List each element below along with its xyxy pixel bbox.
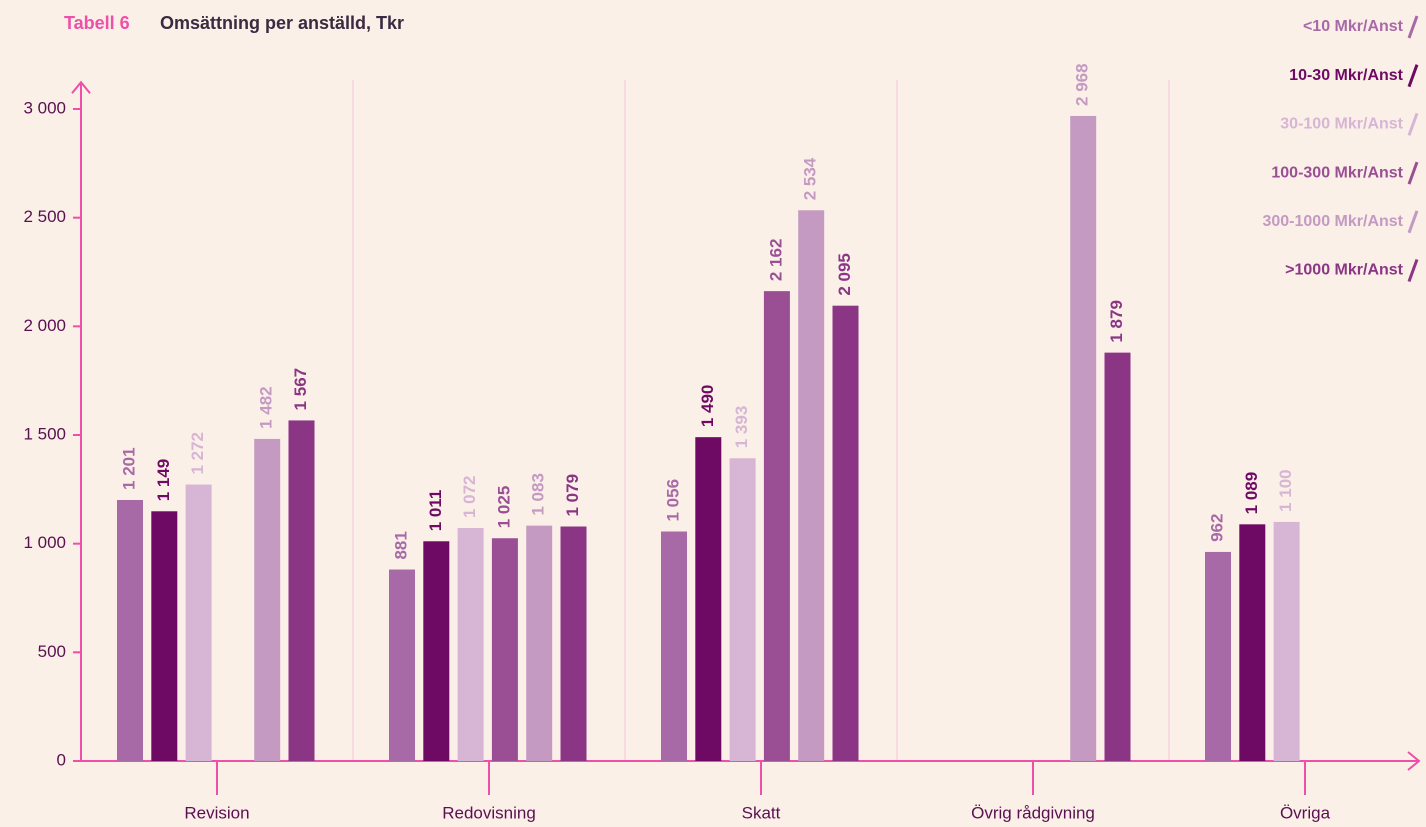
value-label: 1 083 (529, 473, 548, 516)
chart-title: Omsättning per anställd, Tkr (160, 13, 404, 33)
value-label: 1 025 (494, 486, 513, 529)
value-label: 2 095 (835, 253, 854, 296)
bar (185, 484, 212, 761)
value-label: 1 272 (188, 432, 207, 475)
legend-swatch (1407, 161, 1419, 185)
bar (1104, 352, 1131, 761)
value-label: 1 393 (732, 406, 751, 449)
value-label: 1 149 (154, 459, 173, 502)
x-tick-label: Övriga (1280, 803, 1331, 822)
y-axis-arrow (71, 80, 91, 94)
value-label: 1 567 (291, 368, 310, 411)
legend-swatch (1407, 112, 1419, 136)
x-tick-label: Skatt (742, 803, 781, 822)
value-label: 1 089 (1242, 472, 1261, 515)
chart-title-label: Tabell 6 (64, 13, 130, 33)
value-label: 1 011 (426, 490, 445, 532)
x-tick-label: Övrig rådgivning (971, 803, 1095, 822)
value-label: 1 079 (563, 474, 582, 517)
legend-label: 10-30 Mkr/Anst (1289, 67, 1403, 84)
bar (798, 210, 825, 761)
bar (254, 438, 281, 761)
value-label: 2 968 (1073, 63, 1092, 106)
legend-label: >1000 Mkr/Anst (1285, 262, 1404, 279)
value-label: 1 056 (663, 479, 682, 522)
value-label: 2 534 (801, 157, 820, 200)
legend-label: <10 Mkr/Anst (1303, 18, 1404, 35)
y-tick-label: 0 (57, 750, 66, 769)
bar (1070, 115, 1097, 762)
bar (832, 305, 859, 761)
bar (423, 541, 450, 761)
value-label: 1 879 (1107, 300, 1126, 343)
y-tick-label: 1 000 (23, 533, 66, 552)
bar (560, 526, 587, 761)
legend-label: 300-1000 Mkr/Anst (1262, 213, 1403, 230)
bar (491, 538, 518, 761)
value-label: 881 (391, 531, 410, 559)
value-label: 1 482 (257, 386, 276, 429)
bar (695, 437, 722, 761)
bar (288, 420, 315, 761)
legend-swatch (1407, 15, 1419, 39)
x-tick-label: Redovisning (442, 803, 536, 822)
y-tick-label: 1 500 (23, 424, 66, 443)
bar (457, 528, 484, 761)
value-label: 962 (1207, 514, 1226, 542)
legend-swatch (1407, 258, 1419, 283)
legend-label: 30-100 Mkr/Anst (1280, 116, 1403, 133)
value-label: 2 162 (766, 239, 785, 282)
bar (763, 291, 790, 761)
bar (526, 525, 553, 761)
bar (661, 531, 687, 761)
y-tick-label: 2 500 (23, 207, 66, 226)
legend-label: 100-300 Mkr/Anst (1271, 164, 1403, 181)
value-label: 1 201 (119, 447, 138, 490)
x-axis-arrow (1407, 751, 1421, 771)
bar (1205, 551, 1231, 761)
y-tick-label: 500 (38, 642, 66, 661)
bar (117, 499, 143, 761)
bar (389, 569, 415, 761)
x-tick-label: Revision (184, 803, 249, 822)
legend-swatch (1407, 64, 1419, 88)
bar (151, 511, 178, 761)
bar (729, 458, 756, 761)
y-tick-label: 3 000 (23, 98, 66, 117)
value-label: 1 490 (698, 385, 717, 428)
value-label: 1 072 (460, 475, 479, 518)
legend-swatch (1407, 210, 1419, 234)
value-label: 1 100 (1276, 469, 1295, 512)
bar (1239, 524, 1266, 761)
bar (1273, 521, 1300, 761)
y-tick-label: 2 000 (23, 316, 66, 335)
